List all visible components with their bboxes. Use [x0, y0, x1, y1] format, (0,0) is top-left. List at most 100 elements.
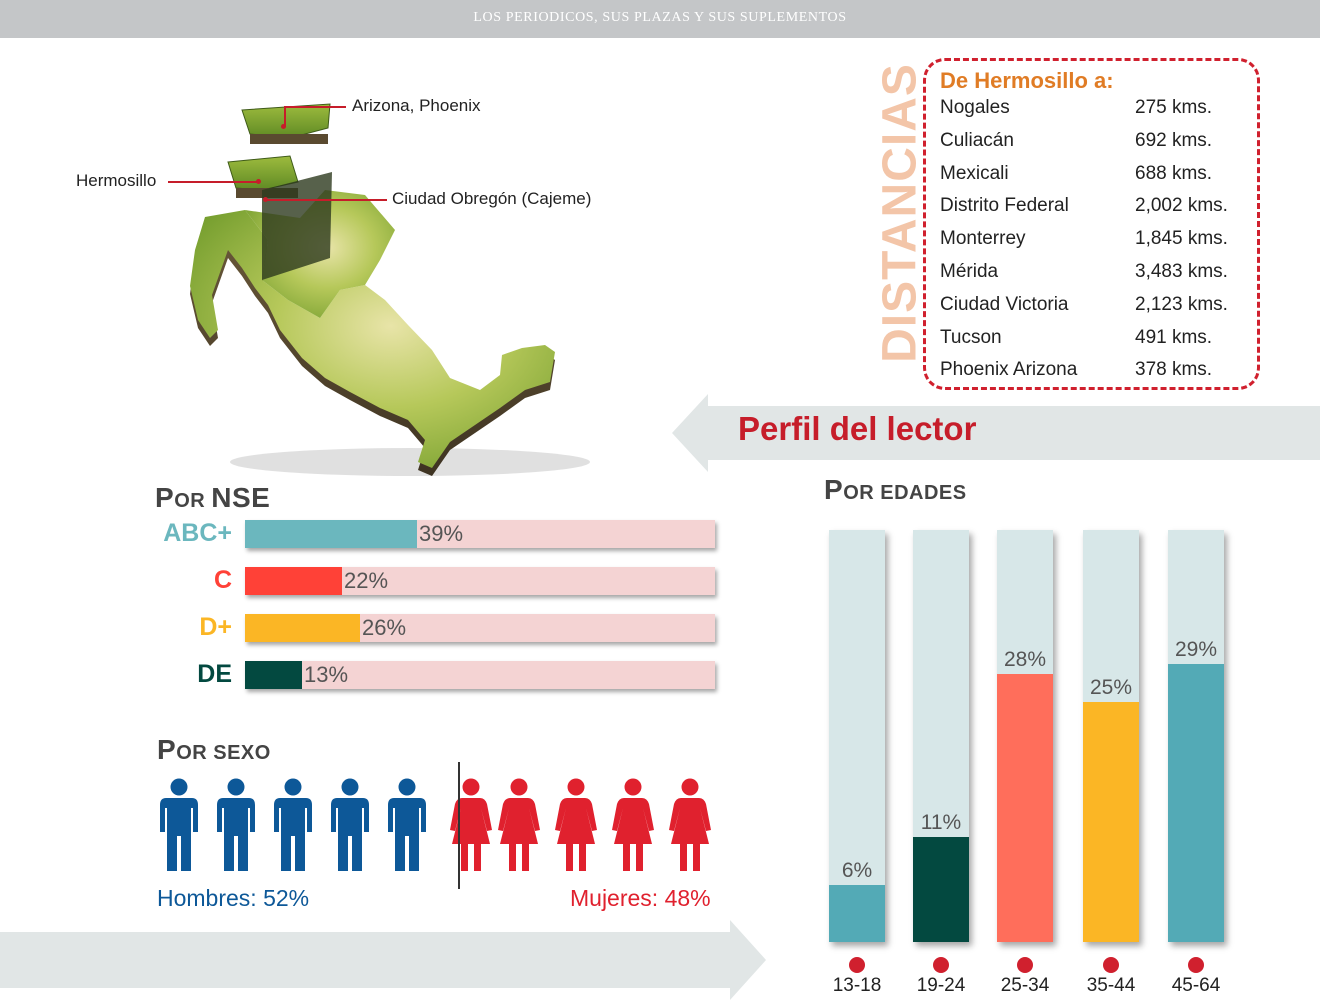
nse-fill	[245, 661, 302, 689]
distance-km: 2,123 kms.	[1135, 293, 1228, 315]
female-person-icon	[669, 778, 711, 871]
label-arizona: Arizona, Phoenix	[352, 96, 481, 115]
male-person-icon	[274, 778, 312, 871]
obregon-leader	[265, 199, 387, 201]
hermosillo-dot	[256, 179, 261, 184]
perfil-title: Perfil del lector	[738, 410, 977, 447]
age-label: 19-24	[916, 975, 966, 996]
distance-row: Culiacán 692 kms.	[940, 130, 1250, 160]
male-person-icon	[388, 778, 426, 871]
mujeres-label: Mujeres: 48%	[570, 885, 711, 911]
nse-value: 22%	[344, 568, 389, 593]
age-dot	[933, 957, 949, 973]
age-dot	[849, 957, 865, 973]
distance-city: Phoenix Arizona	[940, 359, 1078, 381]
female-person-icon	[555, 778, 597, 871]
age-fill	[829, 885, 885, 942]
bottom-arrow	[0, 920, 766, 1000]
nse-value: 26%	[362, 615, 407, 640]
map-land	[190, 210, 555, 468]
age-dot	[1103, 957, 1119, 973]
age-fill	[1083, 702, 1139, 942]
distance-city: Distrito Federal	[940, 195, 1069, 217]
distance-km: 275 kms.	[1135, 97, 1213, 118]
distance-city: Mexicali	[940, 162, 1009, 184]
distance-row: Ciudad Victoria 2,123 kms.	[940, 294, 1250, 324]
distance-row: Tucson 491 kms.	[940, 327, 1250, 357]
nse-fill	[245, 520, 417, 548]
distance-row: Distrito Federal 2,002 kms.	[940, 195, 1250, 225]
age-dot	[1188, 957, 1204, 973]
nse-track: 13%	[245, 661, 715, 689]
arizona-dot	[281, 124, 286, 129]
nse-track: 26%	[245, 614, 715, 642]
nse-fill	[245, 614, 360, 642]
distance-km: 692 kms.	[1135, 129, 1213, 151]
perfil-banner-arrow	[672, 394, 1320, 472]
age-label: 13-18	[832, 975, 882, 996]
distance-city: Monterrey	[940, 228, 1026, 250]
distance-km: 3,483 kms.	[1135, 261, 1228, 282]
female-person-icon	[612, 778, 654, 871]
nse-value: 13%	[304, 662, 349, 687]
male-person-icon	[160, 778, 198, 871]
distance-row: Mexicali 688 kms.	[940, 163, 1250, 193]
nse-label: D+	[199, 613, 232, 641]
age-label: 35-44	[1086, 975, 1136, 996]
distance-city: Culiacán	[940, 129, 1014, 151]
sexo-title: POR SEXO	[157, 734, 271, 765]
perfil-banner	[672, 394, 1320, 472]
nse-track: 22%	[245, 567, 715, 595]
map-raised-arizona	[241, 103, 331, 139]
distance-city: Nogales	[940, 97, 1010, 118]
distance-km: 688 kms.	[1135, 162, 1213, 184]
age-fill	[913, 837, 969, 942]
distance-row: Monterrey 1,845 kms.	[940, 228, 1250, 258]
nse-fill	[245, 567, 342, 595]
bottom-arrow-shape	[0, 920, 766, 1000]
label-obregon: Ciudad Obregón (Cajeme)	[392, 189, 592, 208]
age-fill	[1168, 664, 1224, 942]
distance-row: Mérida 3,483 kms.	[940, 261, 1250, 291]
male-person-icon	[331, 778, 369, 871]
hombres-label: Hombres: 52%	[157, 885, 310, 911]
arizona-leader	[284, 106, 346, 108]
header-bar: LOS PERIODICOS, SUS PLAZAS Y SUS SUPLEME…	[0, 0, 1320, 38]
age-value: 11%	[920, 811, 962, 834]
age-value: 6%	[841, 859, 873, 882]
sexo-divider	[458, 762, 460, 889]
distance-km: 2,002 kms.	[1135, 195, 1228, 217]
nse-label: ABC+	[163, 519, 232, 547]
distance-km: 491 kms.	[1135, 326, 1213, 348]
nse-value: 39%	[419, 521, 464, 546]
mexico-map	[190, 103, 590, 476]
male-person-icon	[217, 778, 255, 871]
age-value: 29%	[1174, 638, 1218, 661]
nse-title: POR NSE	[155, 482, 271, 513]
nse-label: C	[213, 566, 232, 594]
age-label: 45-64	[1171, 975, 1221, 996]
distancias-title: DISTANCIAS	[872, 63, 928, 363]
age-dot	[1017, 957, 1033, 973]
distance-km: 1,845 kms.	[1135, 228, 1228, 250]
age-column	[1168, 530, 1224, 942]
distances-heading: De Hermosillo a:	[940, 68, 1114, 93]
distance-row: Nogales 275 kms.	[940, 97, 1250, 127]
nse-label: DE	[197, 660, 232, 688]
age-column	[829, 530, 885, 942]
map-shadow	[230, 448, 590, 476]
distance-km: 378 kms.	[1135, 359, 1213, 381]
distance-city: Ciudad Victoria	[940, 293, 1069, 315]
age-value: 28%	[1003, 648, 1047, 671]
hermosillo-leader	[168, 181, 258, 183]
age-fill	[997, 674, 1053, 942]
distance-row: Phoenix Arizona 378 kms.	[940, 359, 1250, 389]
header-title: LOS PERIODICOS, SUS PLAZAS Y SUS SUPLEME…	[473, 10, 847, 25]
female-person-icon	[498, 778, 540, 871]
age-label: 25-34	[1000, 975, 1050, 996]
distances-box	[923, 58, 1260, 390]
map-raised-arizona-side	[250, 134, 328, 144]
age-column	[1083, 530, 1139, 942]
distance-city: Tucson	[940, 326, 1002, 348]
label-hermosillo: Hermosillo	[76, 171, 157, 190]
